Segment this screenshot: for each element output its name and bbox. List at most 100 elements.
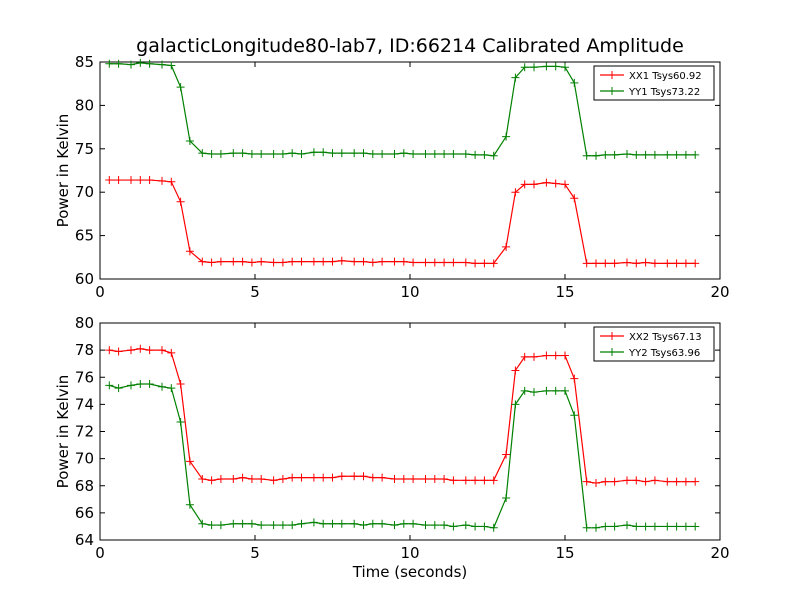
data-point-marker — [207, 258, 216, 267]
data-point-marker — [390, 521, 399, 530]
y-tick-label: 74 — [75, 395, 94, 413]
data-point-marker — [176, 418, 185, 427]
data-point-marker — [105, 59, 114, 68]
data-point-marker — [309, 518, 318, 527]
data-point-marker — [278, 150, 287, 159]
data-point-marker — [337, 256, 346, 265]
data-point-marker — [337, 519, 346, 528]
data-point-marker — [632, 150, 641, 159]
legend-label: XX2 Tsys67.13 — [629, 332, 702, 343]
data-point-marker — [632, 476, 641, 485]
data-point-marker — [176, 197, 185, 206]
data-point-marker — [592, 151, 600, 160]
data-point-marker — [269, 476, 278, 485]
data-point-marker — [461, 150, 470, 159]
data-point-marker — [409, 474, 418, 483]
data-point-marker — [368, 473, 377, 482]
series-1 — [105, 176, 700, 268]
series-2 — [105, 380, 700, 532]
data-point-marker — [623, 258, 631, 267]
data-point-marker — [319, 519, 328, 528]
data-point-marker — [542, 62, 551, 71]
data-point-marker — [297, 150, 306, 159]
data-point-marker — [440, 258, 449, 267]
data-point-marker — [185, 457, 194, 466]
top-plot: 0 5 10 15 20 60 65 70 75 80 85 Power in Kelvin XX1 T… — [54, 53, 730, 301]
data-point-marker — [542, 386, 551, 395]
data-point-marker — [570, 78, 579, 87]
data-point-marker — [269, 258, 278, 267]
data-point-marker — [145, 176, 154, 185]
data-point-marker — [136, 58, 145, 67]
data-point-marker — [297, 473, 306, 482]
data-point-marker — [158, 176, 166, 185]
y-axis-label: Power in Kelvin — [54, 114, 72, 228]
bottom-plot: 0 5 10 15 20 64 66 68 70 72 74 76 78 80 Power in Kelvi… — [54, 314, 730, 581]
data-point-marker — [561, 180, 569, 189]
data-point-marker — [359, 257, 368, 266]
data-point-marker — [489, 476, 498, 485]
data-point-marker — [229, 149, 238, 158]
data-point-marker — [368, 519, 377, 528]
data-point-marker — [198, 474, 207, 483]
data-point-marker — [319, 257, 328, 266]
data-point-marker — [378, 257, 387, 266]
data-point-marker — [691, 477, 700, 486]
data-point-marker — [570, 194, 579, 203]
legend-marker — [608, 332, 616, 340]
data-point-marker — [229, 474, 238, 483]
data-point-marker — [198, 149, 207, 158]
data-point-marker — [421, 521, 430, 530]
data-point-marker — [167, 61, 176, 70]
data-point-marker — [691, 259, 700, 268]
data-point-marker — [399, 519, 408, 528]
data-point-marker — [650, 150, 659, 159]
data-point-marker — [663, 150, 672, 159]
data-point-marker — [480, 259, 489, 268]
data-point-marker — [650, 476, 659, 485]
data-point-marker — [127, 381, 135, 390]
data-point-marker — [681, 522, 690, 531]
data-point-marker — [421, 258, 430, 267]
data-point-marker — [632, 259, 641, 268]
data-point-marker — [471, 150, 480, 159]
data-point-marker — [672, 150, 681, 159]
legend-marker — [608, 71, 616, 79]
data-point-marker — [551, 62, 560, 71]
data-point-marker — [350, 257, 359, 266]
data-point-marker — [114, 176, 123, 185]
data-point-marker — [623, 476, 631, 485]
data-point-marker — [610, 477, 619, 486]
y-tick-label: 85 — [75, 53, 94, 71]
legend: XX1 Tsys60.92 YY1 Tsys73.22 — [593, 65, 715, 101]
y-tick-label: 75 — [75, 140, 94, 158]
data-point-marker — [247, 519, 256, 528]
data-point-marker — [185, 247, 194, 256]
data-point-marker — [216, 150, 225, 159]
data-point-marker — [399, 257, 408, 266]
data-point-marker — [378, 150, 387, 159]
data-point-marker — [399, 149, 408, 158]
data-point-marker — [663, 522, 672, 531]
data-point-marker — [610, 522, 619, 531]
data-point-marker — [359, 472, 368, 481]
data-point-marker — [672, 477, 681, 486]
data-point-marker — [216, 257, 225, 266]
data-point-marker — [502, 132, 511, 141]
data-point-marker — [350, 472, 359, 481]
data-point-marker — [328, 149, 337, 158]
data-point-marker — [229, 519, 238, 528]
data-point-marker — [247, 474, 256, 483]
data-point-marker — [257, 257, 266, 266]
data-point-marker — [520, 352, 529, 361]
data-point-marker — [229, 257, 238, 266]
y-tick-label: 68 — [75, 477, 94, 495]
data-point-marker — [247, 150, 256, 159]
data-point-marker — [185, 500, 194, 509]
data-point-marker — [309, 148, 318, 157]
y-tick-label: 70 — [75, 183, 94, 201]
data-point-marker — [145, 346, 154, 355]
data-point-marker — [681, 477, 690, 486]
data-point-marker — [288, 473, 297, 482]
